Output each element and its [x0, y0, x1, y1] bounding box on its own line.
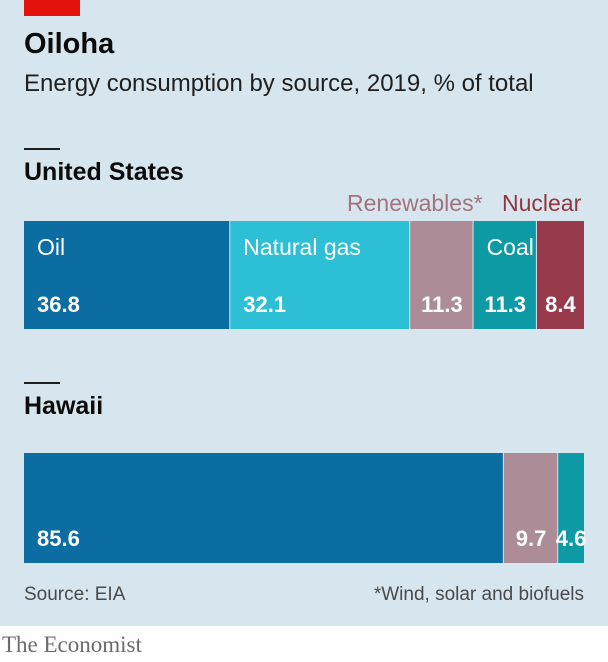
- data-label: 36.8: [37, 292, 80, 317]
- source-note: Source: EIA: [24, 584, 126, 605]
- bar-1-coal: [558, 453, 584, 563]
- footnote: *Wind, solar and biofuels: [373, 584, 584, 605]
- data-label: 8.4: [545, 292, 576, 317]
- chart-subtitle: Energy consumption by source, 2019, % of…: [24, 70, 534, 97]
- bar-0-oil: [24, 221, 231, 329]
- chart-card: Oiloha Energy consumption by source, 201…: [0, 0, 608, 626]
- data-label: 85.6: [37, 526, 80, 551]
- brand-logo-text: The Economist: [2, 632, 142, 657]
- panel-title-hawaii: Hawaii: [24, 392, 104, 420]
- red-tag: [24, 0, 80, 16]
- data-label: 11.3: [421, 292, 463, 317]
- chart-title: Oiloha: [24, 28, 115, 60]
- panel-rule-hawaii: [24, 382, 60, 384]
- bar-1-oil: [24, 453, 504, 563]
- data-label: 32.1: [243, 292, 286, 317]
- bar-0-coal: [473, 221, 537, 329]
- stacked-bar-chart: Oil 36.8 Natural gas 32.1 11.3 Coal 11.3 8.4 85.…: [24, 221, 587, 563]
- callout-nuclear: Nuclear: [502, 190, 582, 216]
- bar-1-renewables: [503, 453, 559, 563]
- panel-rule-us: [24, 148, 60, 150]
- bar-0-renewables: [410, 221, 474, 329]
- data-label: 4.6: [556, 526, 587, 551]
- data-label: 9.7: [516, 526, 547, 551]
- bar-0-natural-gas: [230, 221, 411, 329]
- segment-name-label: Coal: [487, 234, 534, 260]
- data-label: 11.3: [484, 292, 526, 317]
- panel-title-us: United States: [24, 158, 184, 186]
- bar-0-nuclear: [536, 221, 584, 329]
- callout-renewables: Renewables*: [347, 190, 483, 216]
- segment-name-label: Natural gas: [243, 234, 361, 260]
- segment-name-label: Oil: [37, 234, 65, 260]
